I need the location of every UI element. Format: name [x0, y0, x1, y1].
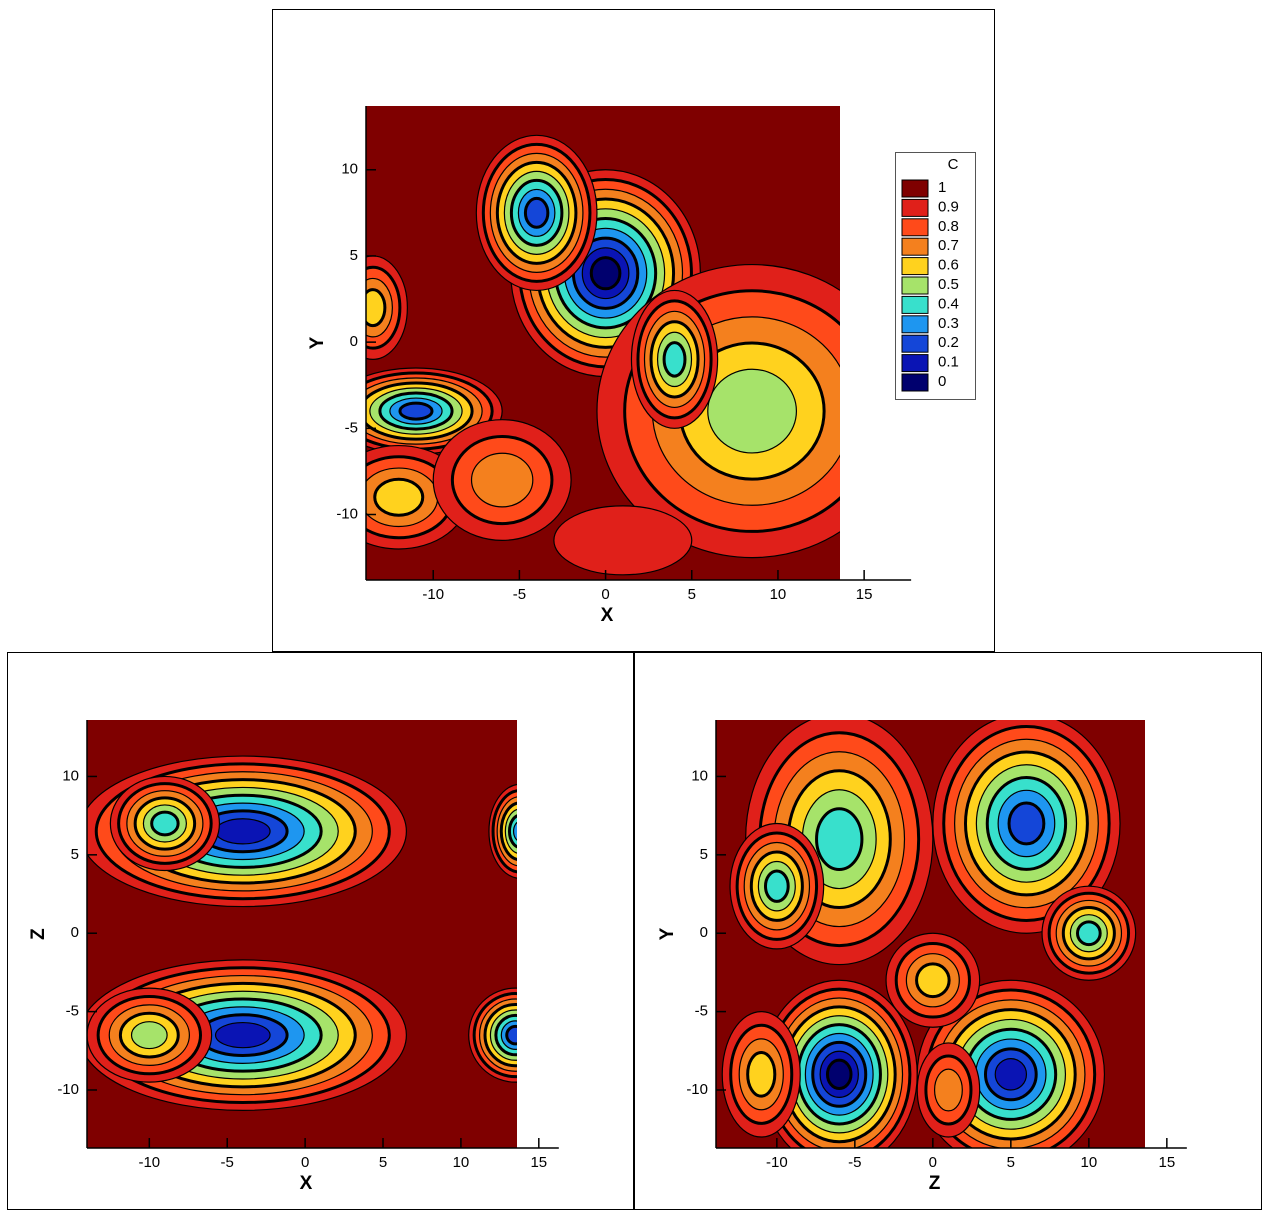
y-tick-label: 0: [71, 924, 79, 941]
legend-label: 1: [938, 179, 946, 196]
y-tick-label: -10: [686, 1081, 708, 1098]
contour-band: [554, 506, 692, 575]
x-tick-label: 5: [379, 1154, 387, 1171]
contour-field: [79, 720, 562, 1148]
y-tick-label: 0: [350, 333, 358, 350]
contour-field: [330, 106, 907, 580]
y-tick-label: -10: [336, 505, 358, 522]
contour-band: [817, 809, 862, 870]
x-tick-label: -5: [221, 1154, 234, 1171]
legend-swatch: [902, 374, 928, 391]
x-axis-title: X: [601, 605, 614, 626]
legend-label: 0.5: [938, 276, 959, 293]
y-tick-label: 5: [350, 247, 358, 264]
contour-band: [708, 369, 797, 453]
legend-title: C: [948, 156, 959, 173]
contour-band: [917, 964, 950, 997]
legend-swatch: [902, 316, 928, 333]
x-tick-label: -5: [513, 586, 526, 603]
y-tick-label: -5: [695, 1003, 708, 1020]
y-tick-label: 10: [691, 767, 708, 784]
contour-band: [375, 479, 423, 515]
x-tick-label: 0: [601, 586, 609, 603]
x-tick-label: 10: [1080, 1154, 1097, 1171]
y-tick-label: 5: [700, 846, 708, 863]
y-tick-label: -5: [345, 419, 358, 436]
y-tick-label: 0: [700, 924, 708, 941]
x-tick-label: -10: [138, 1154, 160, 1171]
x-tick-label: 15: [530, 1154, 547, 1171]
contour-band: [216, 1023, 271, 1048]
x-tick-label: 0: [301, 1154, 309, 1171]
legend-swatch: [902, 296, 928, 313]
page: {"chart_data": [ {"type": "contour", "xl…: [0, 0, 1271, 1210]
contour-band: [472, 453, 533, 507]
x-tick-label: 10: [770, 586, 787, 603]
figure: -10 -5 0 5 10 15 -10 -5 0 5 10 X Y C1 0.9 0.8 0.7 0.6 0.5 0…: [0, 0, 1271, 1210]
contour-band: [400, 403, 432, 419]
y-tick-label: -5: [66, 1003, 79, 1020]
contour-band: [765, 871, 788, 901]
contour-field: [716, 714, 1145, 1169]
y-tick-label: -10: [57, 1081, 79, 1098]
legend-label: 0.8: [938, 218, 959, 235]
legend-label: 0.9: [938, 198, 959, 215]
legend-label: 0.6: [938, 257, 959, 274]
legend-label: 0.4: [938, 295, 959, 312]
x-tick-label: 5: [1007, 1154, 1015, 1171]
y-axis-title: Y: [657, 927, 678, 940]
x-tick-label: 5: [688, 586, 696, 603]
legend-label: 0.2: [938, 334, 959, 351]
contour-band: [935, 1069, 963, 1111]
y-axis-title: Y: [307, 336, 328, 349]
legend-swatch: [902, 219, 928, 236]
contour-band: [591, 258, 620, 289]
legend-label: 0.1: [938, 354, 959, 371]
legend-swatch: [902, 238, 928, 255]
contour-band: [152, 812, 178, 835]
legend-label: 0.7: [938, 237, 959, 254]
legend-label: 0: [938, 373, 946, 390]
contour-band: [827, 1060, 851, 1088]
y-tick-label: 5: [71, 846, 79, 863]
legend-swatch: [902, 355, 928, 372]
x-tick-label: 10: [453, 1154, 470, 1171]
y-axis-title: Z: [28, 928, 49, 940]
legend-swatch: [902, 258, 928, 275]
x-tick-label: 0: [929, 1154, 937, 1171]
x-tick-label: -10: [766, 1154, 788, 1171]
y-tick-label: 10: [341, 161, 358, 178]
contour-band: [1077, 922, 1100, 945]
x-axis-title: Z: [929, 1173, 941, 1194]
contour-band: [525, 198, 547, 227]
contour-band: [664, 343, 685, 376]
legend-swatch: [902, 199, 928, 216]
contour-band: [748, 1053, 775, 1097]
contour-band: [995, 1059, 1026, 1090]
x-tick-label: 15: [1158, 1154, 1175, 1171]
x-axis-title: X: [300, 1173, 313, 1194]
contour-band: [132, 1022, 168, 1049]
legend-label: 0.3: [938, 315, 959, 332]
x-tick-label: -5: [848, 1154, 861, 1171]
legend-swatch: [902, 180, 928, 197]
contour-band: [216, 819, 271, 844]
y-tick-label: 10: [62, 767, 79, 784]
x-tick-label: -10: [422, 586, 444, 603]
contour-band: [1009, 803, 1044, 844]
legend-swatch: [902, 277, 928, 294]
x-tick-label: 15: [856, 586, 873, 603]
legend-swatch: [902, 335, 928, 352]
